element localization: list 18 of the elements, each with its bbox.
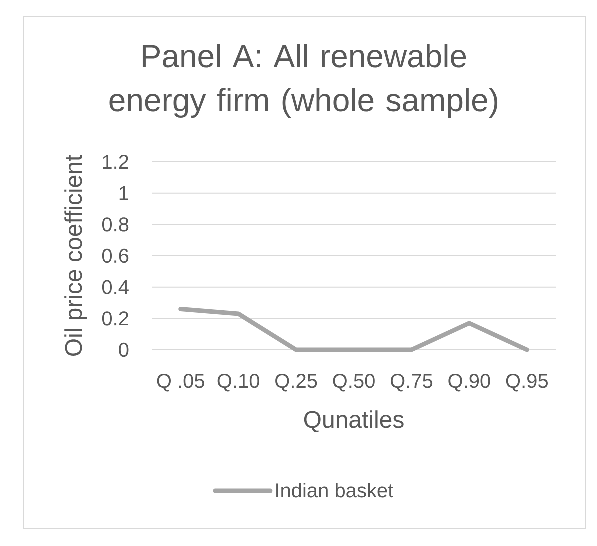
y-axis-title: Oil price coefficient [64,155,87,356]
y-tick-label: 1 [120,186,128,200]
x-tick-label: Q.50 [333,374,375,392]
y-tick-label: 1.2 [103,155,128,169]
y-tick-label: 0.8 [102,218,129,232]
legend-label: Indian basket [276,483,394,498]
x-tick-label: Q.25 [276,374,318,392]
x-tick-label: Q.90 [448,374,490,392]
y-tick-label: 0.4 [102,280,129,294]
y-tick-label: 0.6 [102,248,129,264]
x-axis-title: Qunatiles [304,410,404,433]
y-tick-label: 0 [119,342,129,358]
chart-title: Panel A: All renewable energy firm (whole sample) [110,44,498,118]
x-tick-label: Q .05 [157,374,204,392]
x-tick-label: Q.10 [218,374,260,392]
y-tick-label: 0.2 [102,312,128,326]
x-tick-label: Q.95 [506,374,548,392]
x-tick-label: Q.75 [390,374,433,392]
